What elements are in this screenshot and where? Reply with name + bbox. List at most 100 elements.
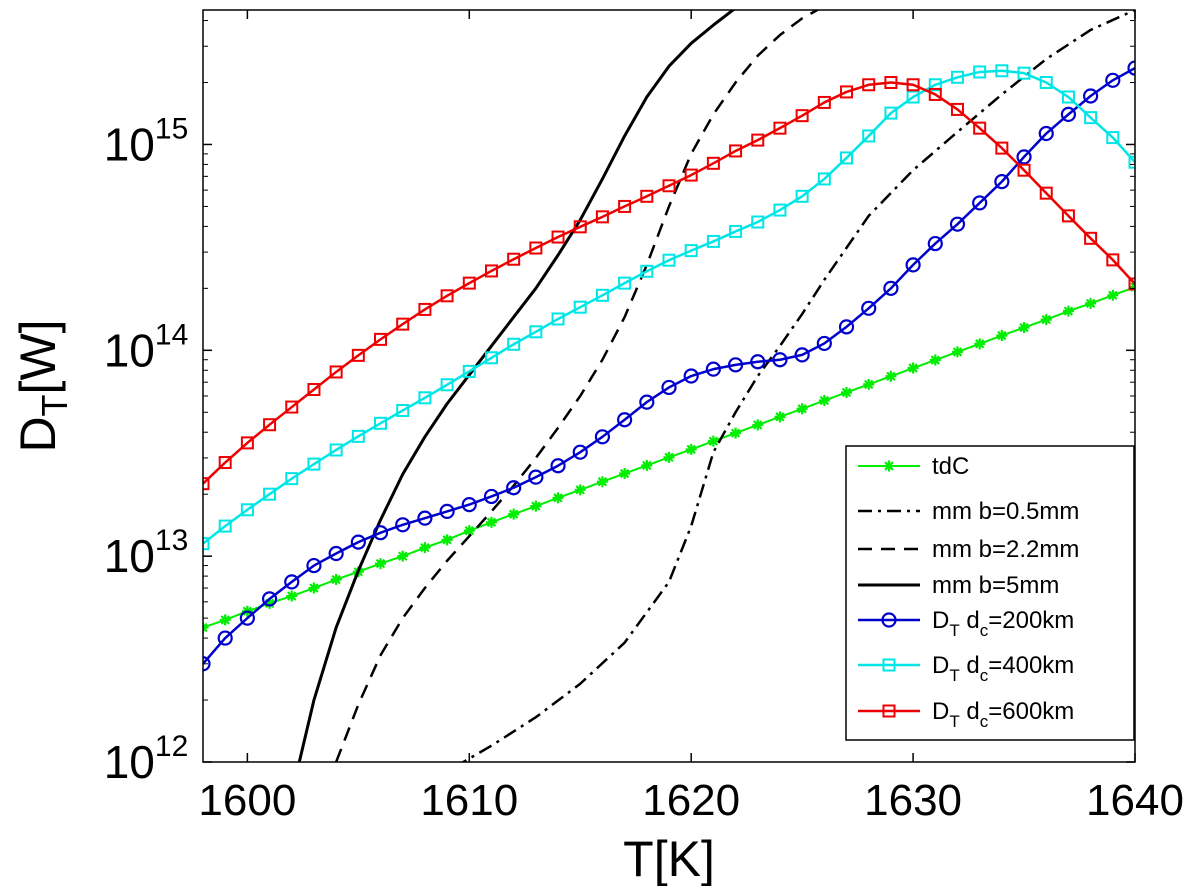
legend-marker bbox=[882, 658, 896, 672]
data-point-dt600 bbox=[285, 400, 299, 414]
data-point-dt400 bbox=[374, 416, 388, 430]
legend-label: tdC bbox=[932, 453, 969, 480]
data-point-tdc bbox=[419, 542, 431, 554]
legend-box bbox=[845, 445, 1135, 741]
data-point-tdc bbox=[219, 614, 231, 626]
data-point-dt600 bbox=[1128, 277, 1135, 291]
data-point-dt600 bbox=[507, 252, 521, 266]
data-point-dt400 bbox=[440, 378, 454, 392]
data-point-dt400 bbox=[1017, 66, 1031, 80]
y-tick-label: 1014 bbox=[104, 318, 189, 376]
data-point-dt600 bbox=[595, 210, 609, 224]
data-point-dt200 bbox=[483, 488, 500, 505]
data-point-dt200 bbox=[794, 347, 810, 363]
data-point-dt600 bbox=[995, 141, 1009, 155]
legend-item-mm5: mm b=5mm bbox=[858, 572, 1059, 599]
x-tick-label: 1640 bbox=[1086, 776, 1184, 825]
data-point-dt400 bbox=[1128, 155, 1135, 169]
data-point-dt200 bbox=[949, 216, 966, 232]
data-point-dt600 bbox=[706, 156, 720, 170]
series-mm5 bbox=[297, 10, 736, 762]
data-point-dt200 bbox=[417, 510, 433, 526]
data-point-dt600 bbox=[351, 348, 365, 362]
data-point-dt400 bbox=[307, 457, 321, 471]
y-tick-exponent: 14 bbox=[155, 318, 188, 351]
data-point-dt400 bbox=[751, 215, 765, 229]
data-point-dt400 bbox=[484, 351, 498, 365]
data-point-tdc bbox=[730, 427, 742, 439]
y-axis-label-main: D bbox=[10, 416, 66, 452]
series-line-dt400 bbox=[203, 69, 1135, 545]
data-point-dt600 bbox=[751, 133, 765, 147]
data-point-tdc bbox=[1062, 305, 1074, 317]
legend-marker bbox=[882, 704, 896, 718]
y-tick-base: 10 bbox=[104, 118, 155, 170]
data-point-dt600 bbox=[773, 121, 787, 135]
legend-label: DT dc=400km bbox=[932, 652, 1074, 685]
data-point-dt600 bbox=[1039, 186, 1053, 200]
data-point-dt600 bbox=[1084, 231, 1098, 245]
data-point-dt600 bbox=[640, 189, 654, 203]
y-axis-label-sub: T bbox=[34, 394, 75, 416]
series-line-dt600 bbox=[203, 81, 1135, 485]
data-point-dt200 bbox=[203, 656, 211, 672]
data-point-tdc bbox=[552, 492, 564, 504]
data-point-dt600 bbox=[729, 144, 743, 158]
series-dt200 bbox=[203, 60, 1135, 672]
y-axis-label: DT[W] bbox=[10, 319, 75, 452]
data-point-dt400 bbox=[840, 151, 854, 165]
data-point-tdc bbox=[707, 435, 719, 447]
data-point-dt600 bbox=[795, 109, 809, 123]
data-point-dt600 bbox=[240, 436, 254, 450]
data-point-dt400 bbox=[218, 519, 232, 533]
legend-label: mm b=2.2mm bbox=[932, 536, 1079, 563]
data-point-tdc bbox=[863, 378, 875, 390]
svg-text:DT[W]: DT[W] bbox=[10, 319, 75, 452]
data-point-dt200 bbox=[661, 379, 677, 396]
data-point-dt600 bbox=[307, 383, 321, 397]
legend-item-tdc: tdC bbox=[858, 453, 969, 480]
data-point-dt600 bbox=[862, 78, 876, 92]
y-tick-exponent: 13 bbox=[155, 524, 188, 557]
series-mm22 bbox=[334, 10, 820, 762]
data-point-dt200 bbox=[683, 368, 699, 384]
data-point-dt200 bbox=[372, 525, 389, 541]
data-point-dt400 bbox=[529, 325, 543, 339]
data-point-dt200 bbox=[594, 429, 611, 445]
data-point-dt200 bbox=[617, 412, 633, 428]
data-point-dt200 bbox=[727, 357, 744, 373]
data-point-dt600 bbox=[662, 179, 676, 193]
data-point-dt400 bbox=[973, 65, 987, 79]
y-tick-exponent: 15 bbox=[155, 112, 188, 145]
series-layer bbox=[203, 10, 1135, 762]
data-point-dt200 bbox=[838, 319, 855, 335]
data-point-dt200 bbox=[395, 517, 411, 533]
x-tick-label: 1610 bbox=[420, 776, 518, 825]
y-tick-base: 10 bbox=[104, 530, 155, 582]
y-tick-exponent: 12 bbox=[155, 730, 188, 763]
series-line-mm22 bbox=[334, 10, 820, 762]
legend-item-dt400: DT dc=400km bbox=[858, 652, 1074, 685]
data-point-dt600 bbox=[203, 477, 210, 491]
data-point-dt600 bbox=[263, 418, 277, 432]
data-point-dt600 bbox=[950, 102, 964, 116]
data-point-dt600 bbox=[1017, 163, 1031, 177]
data-point-tdc bbox=[841, 386, 853, 398]
data-point-tdc bbox=[1018, 322, 1030, 334]
data-point-dt400 bbox=[795, 189, 809, 203]
data-point-dt200 bbox=[1127, 60, 1135, 76]
data-point-dt200 bbox=[1083, 88, 1099, 104]
data-point-dt400 bbox=[817, 172, 831, 186]
data-point-dt200 bbox=[772, 352, 788, 368]
data-point-dt400 bbox=[906, 90, 920, 104]
data-point-tdc bbox=[1085, 297, 1097, 309]
data-point-dt200 bbox=[1060, 106, 1077, 122]
x-tick-label: 1600 bbox=[198, 776, 296, 825]
legend-item-mm22: mm b=2.2mm bbox=[858, 536, 1079, 563]
data-point-tdc bbox=[774, 411, 786, 423]
data-point-tdc bbox=[574, 484, 586, 496]
plot-frame bbox=[202, 9, 1136, 763]
data-point-tdc bbox=[818, 395, 830, 407]
data-point-dt400 bbox=[573, 300, 587, 314]
data-point-dt400 bbox=[329, 443, 343, 457]
